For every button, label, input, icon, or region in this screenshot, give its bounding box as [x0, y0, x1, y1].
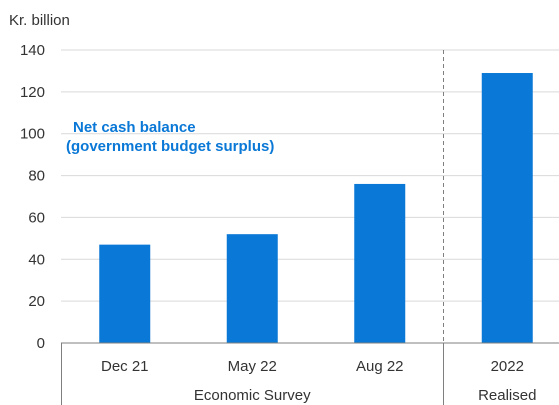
axes	[61, 50, 559, 405]
group-labels: Economic Survey Realised	[194, 387, 537, 404]
bar	[99, 244, 151, 343]
y-tick-label: 0	[37, 335, 45, 352]
x-tick-label: Dec 21	[101, 358, 149, 375]
y-tick-labels: 0 20 40 60 80 100 120 140	[20, 42, 45, 352]
x-tick-label: 2022	[491, 358, 524, 375]
y-tick-label: 120	[20, 84, 45, 101]
group-label: Economic Survey	[194, 387, 311, 404]
annotation-line-1: Net cash balance	[73, 119, 196, 136]
y-unit-label: Kr. billion	[9, 12, 70, 29]
y-tick-label: 60	[28, 209, 45, 226]
annotation-line-2: (government budget surplus)	[66, 138, 274, 155]
x-tick-label: Aug 22	[356, 358, 404, 375]
y-tick-label: 100	[20, 126, 45, 143]
bar	[481, 73, 533, 344]
bar	[354, 183, 406, 343]
y-tick-label: 80	[28, 168, 45, 185]
y-tick-label: 20	[28, 293, 45, 310]
bar	[226, 234, 278, 343]
x-tick-labels: Dec 21 May 22 Aug 22 2022	[101, 358, 524, 375]
y-tick-label: 140	[20, 42, 45, 59]
x-tick-label: May 22	[228, 358, 277, 375]
y-tick-label: 40	[28, 251, 45, 268]
bars	[99, 73, 533, 344]
group-label: Realised	[478, 387, 536, 404]
